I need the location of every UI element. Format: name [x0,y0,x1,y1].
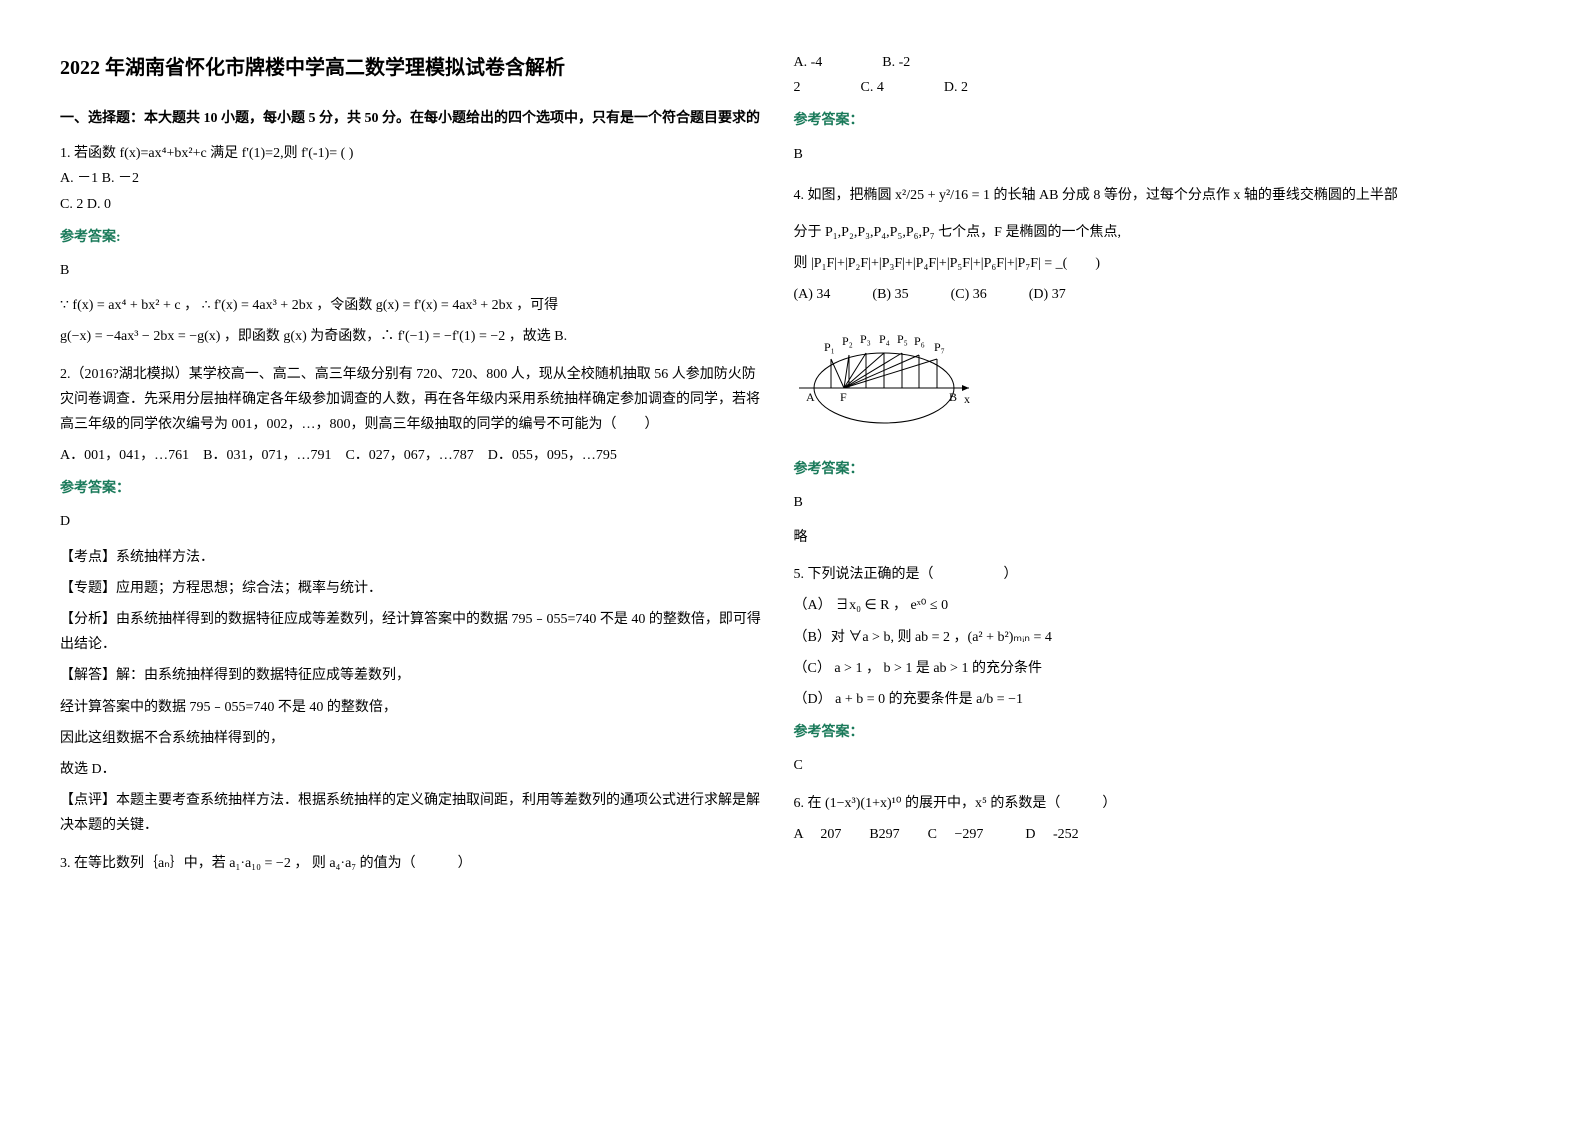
section-header: 一、选择题：本大题共 10 小题，每小题 5 分，共 50 分。在每小题给出的四… [60,106,764,131]
q2-answer: D [60,509,764,534]
q1-text: 1. 若函数 f(x)=ax⁴+bx²+c 满足 f'(1)=2,则 f'(-1… [60,141,764,166]
q1-opt-row2: C. 2 D. 0 [60,192,764,217]
q3-text: 3. 在等比数列｛aₙ｝中，若 a₁·a₁₀ = −2 ， 则 a₄·a₇ 的值… [60,851,764,876]
question-6: 6. 在 (1−x³)(1+x)¹⁰ 的展开中，x⁵ 的系数是（ ） A 207… [794,791,1498,847]
q4-formula: x²/25 + y²/16 = 1 [895,183,990,208]
p4-label: P₄ [879,332,890,346]
q2-jd4: 故选 D． [60,757,764,782]
q2-jd1: 【解答】解：由系统抽样得到的数据特征应成等差数列， [60,663,764,688]
q4-line1: 4. 如图，把椭圆 x²/25 + y²/16 = 1 的长轴 AB 分成 8 … [794,177,1498,214]
question-4: 4. 如图，把椭圆 x²/25 + y²/16 = 1 的长轴 AB 分成 8 … [794,177,1498,551]
q3-optC: C. 4 [861,75,884,100]
A-label: A [806,390,815,404]
q4-text1: 4. 如图，把椭圆 [794,188,892,203]
left-column: 2022 年湖南省怀化市牌楼中学高二数学理模拟试卷含解析 一、选择题：本大题共 … [60,50,794,1072]
question-2: 2.（2016?湖北模拟）某学校高一、高二、高三年级分别有 720、720、80… [60,362,764,839]
q4-answer: B [794,490,1498,515]
q5-answer: C [794,753,1498,778]
question-1: 1. 若函数 f(x)=ax⁴+bx²+c 满足 f'(1)=2,则 f'(-1… [60,141,764,349]
B-label: B [949,390,957,404]
q4-options: (A) 34 (B) 35 (C) 36 (D) 37 [794,282,1498,307]
answer-label: 参考答案： [794,108,1498,133]
q2-zt: 【专题】应用题；方程思想；综合法；概率与统计． [60,576,764,601]
right-column: A. -4 B. -2 2 C. 4 D. 2 参考答案： B 4. 如图，把椭… [794,50,1528,1072]
q6-text: 6. 在 (1−x³)(1+x)¹⁰ 的展开中，x⁵ 的系数是（ ） [794,791,1498,816]
F-label: F [840,390,847,404]
answer-label: 参考答案: [60,225,764,250]
q2-dp: 【点评】本题主要考查系统抽样方法．根据系统抽样的定义确定抽取间距，利用等差数列的… [60,788,764,838]
q2-text: 2.（2016?湖北模拟）某学校高一、高二、高三年级分别有 720、720、80… [60,362,764,438]
question-3-stem: 3. 在等比数列｛aₙ｝中，若 a₁·a₁₀ = −2 ， 则 a₄·a₇ 的值… [60,851,764,876]
q2-kd: 【考点】系统抽样方法． [60,545,764,570]
q1-expl-2: g(−x) = −4ax³ − 2bx = −g(x) ，即函数 g(x) 为奇… [60,324,764,349]
q3-options: A. -4 B. -2 [794,50,1498,75]
ellipse-diagram: P₁ P₂ P₃ P₄ P₅ P₆ P₇ A B F x [794,323,1498,442]
q4-note: 略 [794,525,1498,550]
p1-label: P₁ [824,340,835,354]
q3-optA: A. -4 [794,50,823,75]
q3-answer: B [794,142,1498,167]
answer-label: 参考答案： [60,476,764,501]
q1-opt-row1: A. －1 B. －2 [60,166,764,191]
q3-options-2: 2 C. 4 D. 2 [794,75,1498,100]
q5-text: 5. 下列说法正确的是（ ） [794,562,1498,587]
q1-answer: B [60,258,764,283]
q3-optB: B. -2 [882,50,910,75]
p5-label: P₅ [897,332,908,346]
q5-optB: （B）对 ∀a > b, 则 ab = 2 ，(a² + b²)ₘᵢₙ = 4 [794,625,1498,650]
answer-label: 参考答案： [794,457,1498,482]
q2-jd2: 经计算答案中的数据 795﹣055=740 不是 40 的整数倍， [60,695,764,720]
q4-text2: 的长轴 AB 分成 8 等份，过每个分点作 x 轴的垂线交椭圆的上半部 [993,188,1397,203]
q2-options: A．001，041，…761 B．031，071，…791 C．027，067，… [60,443,764,468]
p3-label: P₃ [860,332,871,346]
p7-label: P₇ [934,340,945,354]
q5-optA: （A） ∃x₀ ∈ R ， eˣ⁰ ≤ 0 [794,593,1498,618]
page-title: 2022 年湖南省怀化市牌楼中学高二数学理模拟试卷含解析 [60,50,764,86]
q4-sum: 则 |P₁F|+|P₂F|+|P₃F|+|P₄F|+|P₅F|+|P₆F|+|P… [794,251,1498,276]
x-label: x [964,392,970,406]
q6-options: A 207 B297 C −297 D -252 [794,822,1498,847]
p6-label: P₆ [914,334,925,348]
answer-label: 参考答案： [794,720,1498,745]
q5-optC: （C） a > 1 ， b > 1 是 ab > 1 的充分条件 [794,656,1498,681]
q2-fx: 【分析】由系统抽样得到的数据特征应成等差数列，经计算答案中的数据 795﹣055… [60,607,764,657]
q1-expl-1: ∵ f(x) = ax⁴ + bx² + c ， ∴ f'(x) = 4ax³ … [60,293,764,318]
question-5: 5. 下列说法正确的是（ ） （A） ∃x₀ ∈ R ， eˣ⁰ ≤ 0 （B）… [794,562,1498,778]
q4-line2: 分于 P₁,P₂,P₃,P₄,P₅,P₆,P₇ 七个点，F 是椭圆的一个焦点, [794,220,1498,245]
q5-optD: （D） a + b = 0 的充要条件是 a/b = −1 [794,687,1498,712]
q2-jd3: 因此这组数据不合系统抽样得到的， [60,726,764,751]
q3-optD: D. 2 [944,75,968,100]
p2-label: P₂ [842,334,853,348]
